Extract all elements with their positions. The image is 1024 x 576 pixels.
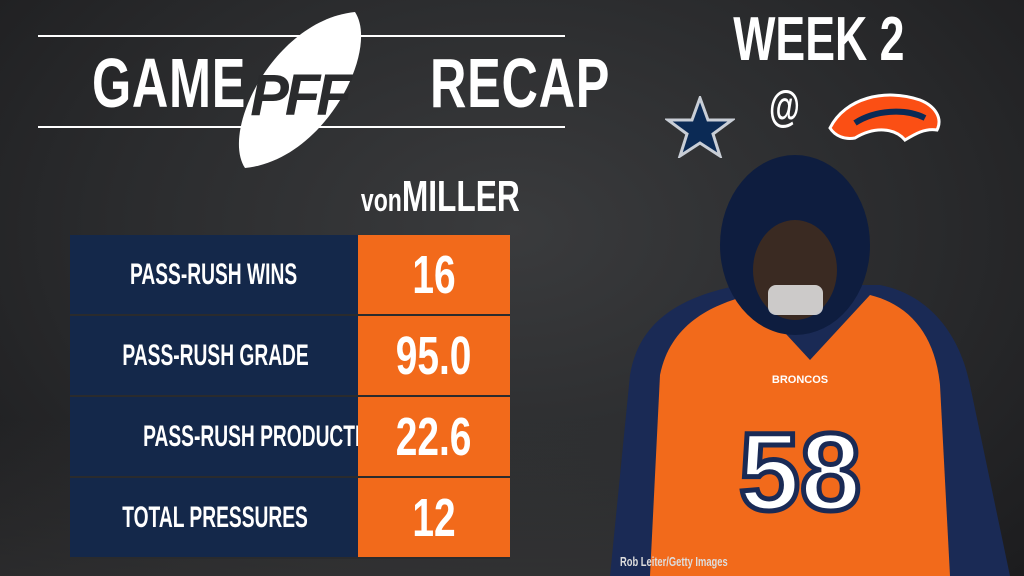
stat-value: 22.6 (358, 396, 510, 478)
player-name: vonMILLER (330, 172, 540, 225)
stat-label: PASS-RUSH PRODUCTIVITY (70, 396, 358, 478)
stat-label: PASS-RUSH WINS (70, 235, 358, 316)
stat-value: 95.0 (358, 315, 510, 397)
stat-label: PASS-RUSH GRADE (70, 315, 358, 397)
pff-logo-text: PFF (250, 63, 353, 128)
title-recap: RECAP (430, 44, 611, 122)
table-row: PASS-RUSH GRADE 95.0 (70, 315, 510, 397)
player-photo: BRONCOS 58 (610, 155, 1010, 576)
week-label: WEEK 2 (733, 5, 905, 74)
title-game: GAME (91, 44, 247, 122)
photo-credit: Rob Leiter/Getty Images (620, 554, 728, 569)
stat-label: TOTAL PRESSURES (70, 477, 358, 559)
broncos-horse-icon (828, 93, 941, 142)
stat-value: 12 (358, 477, 510, 559)
at-symbol: @ (768, 82, 800, 131)
table-row: PASS-RUSH WINS 16 (70, 235, 510, 316)
jersey-text: BRONCOS (772, 374, 828, 386)
table-row: TOTAL PRESSURES 12 (70, 477, 510, 559)
stats-table: PASS-RUSH WINS 16 PASS-RUSH GRADE 95.0 PAS… (70, 235, 510, 559)
pff-football-logo: PFF (238, 12, 362, 168)
player-first-name: von (360, 182, 402, 218)
stat-value: 16 (358, 235, 510, 316)
player-last-name: MILLER (401, 172, 520, 221)
cowboys-star-icon (665, 96, 735, 158)
table-row: PASS-RUSH PRODUCTIVITY22.6 (70, 396, 510, 478)
jersey-number: 58 (739, 411, 861, 534)
